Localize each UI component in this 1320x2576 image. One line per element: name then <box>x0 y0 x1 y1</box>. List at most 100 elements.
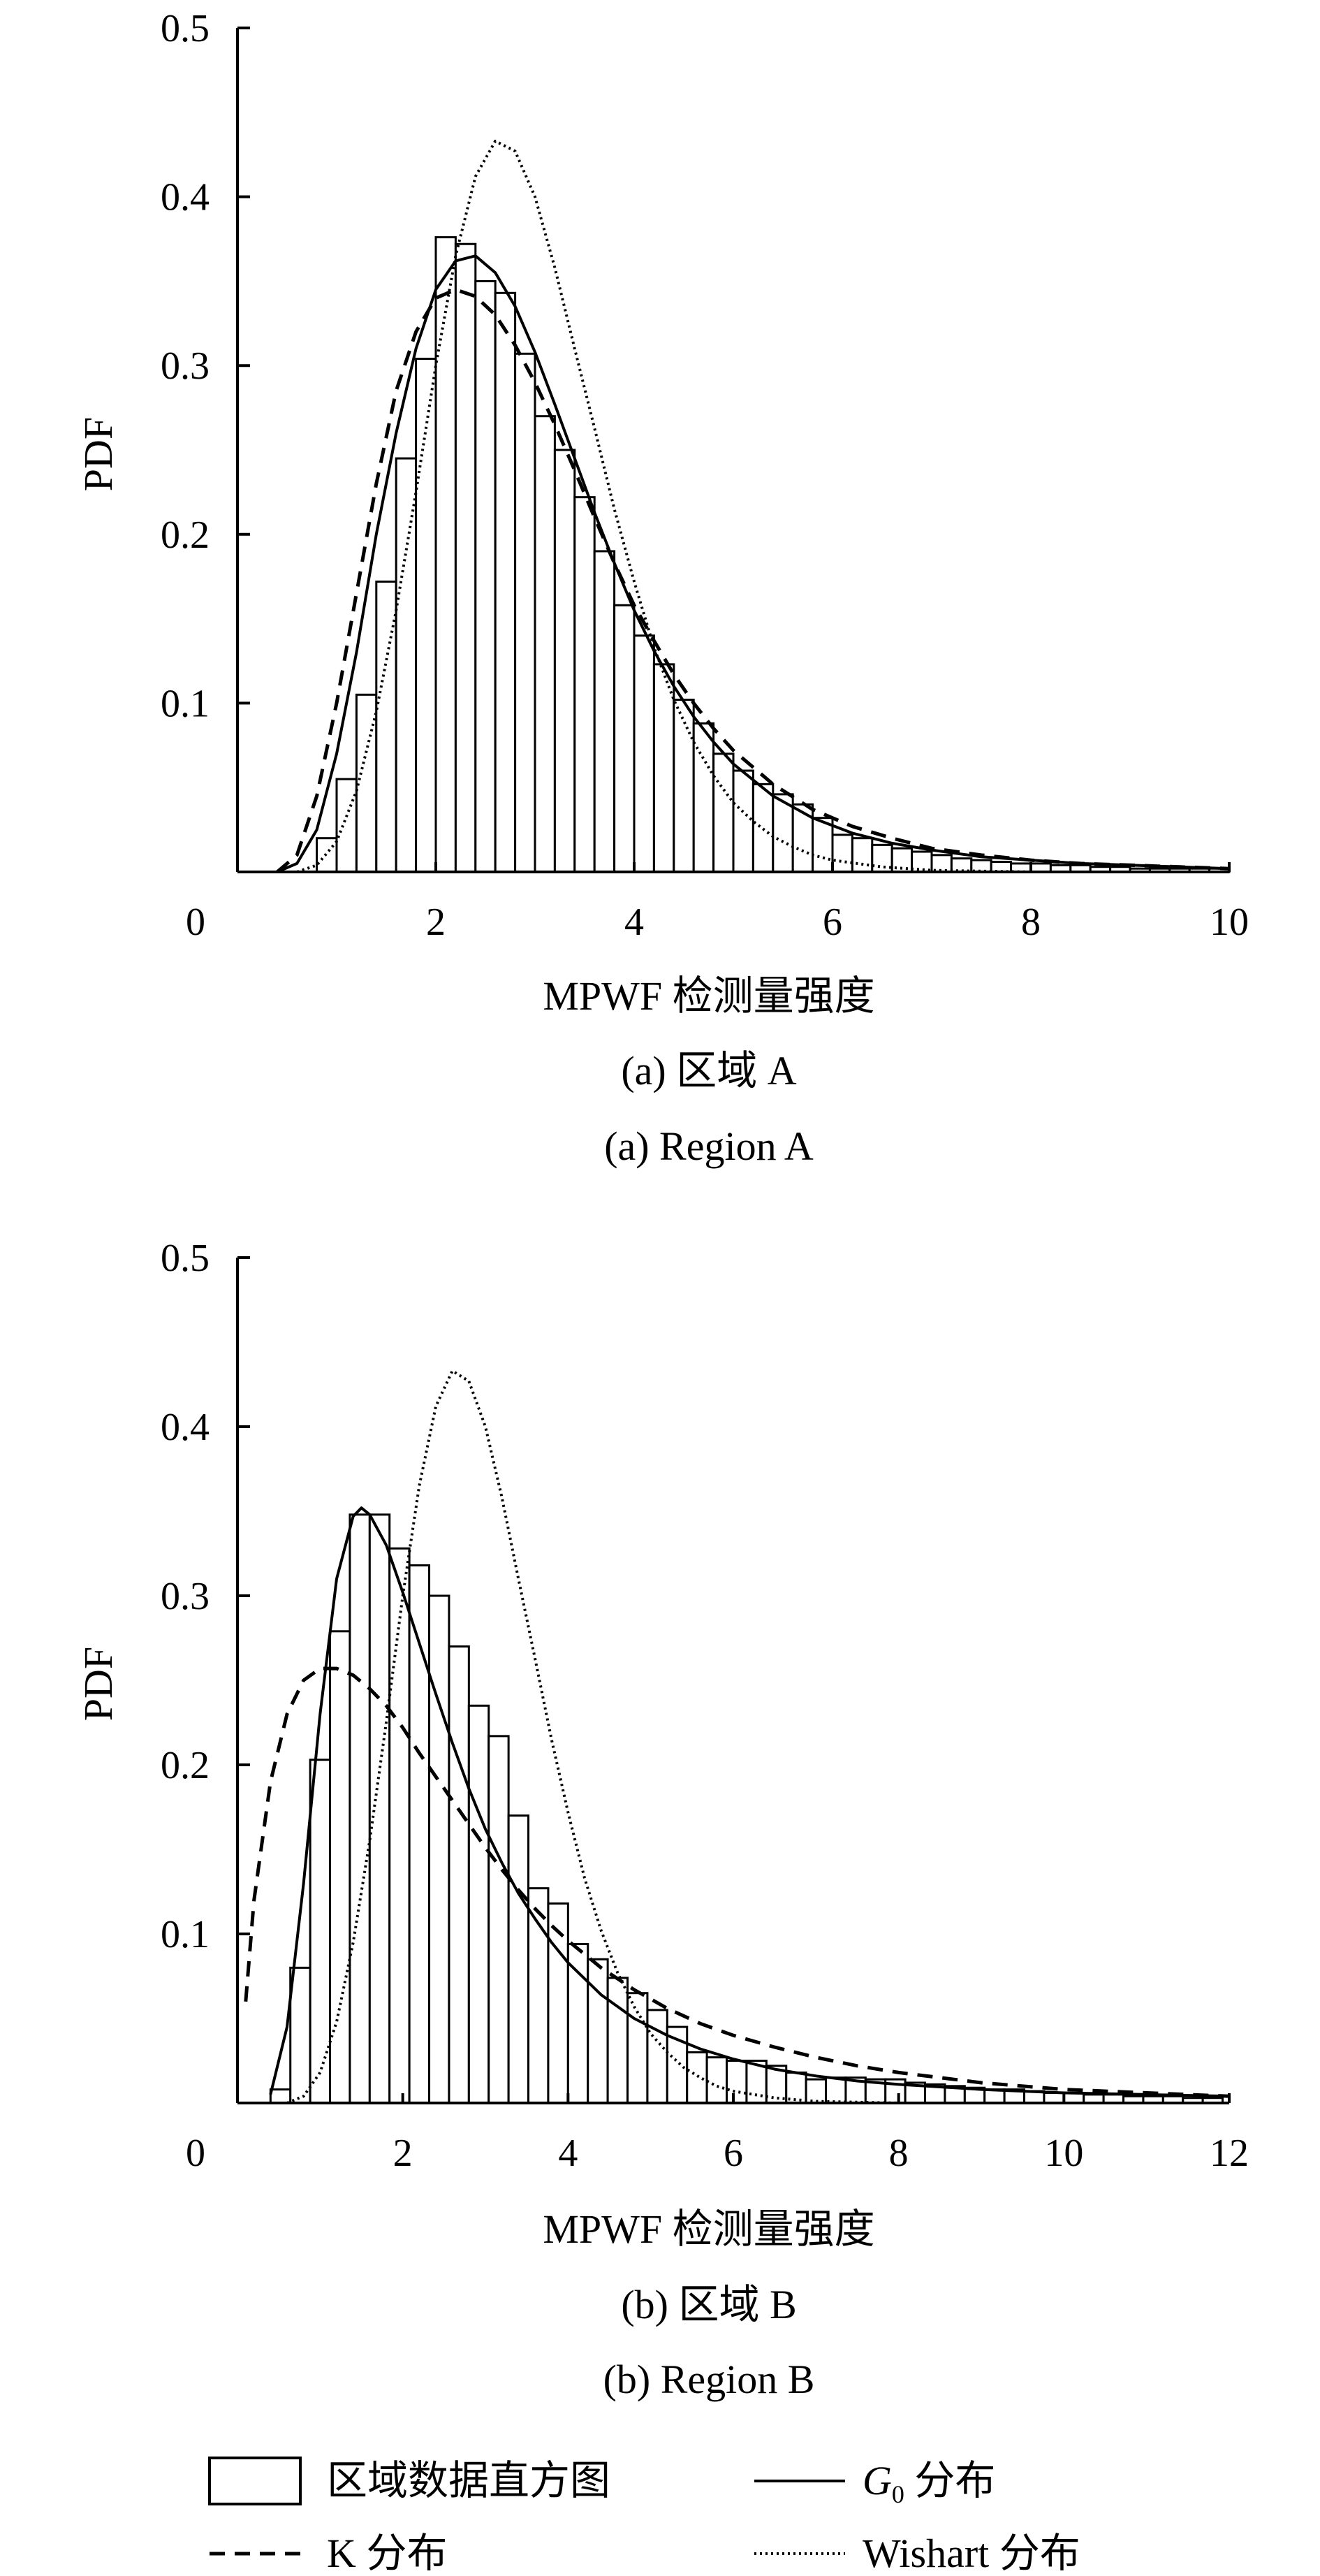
histogram-bar <box>712 752 735 873</box>
histogram-bar <box>547 1902 569 2104</box>
x-tick-label: 10 <box>1210 901 1249 944</box>
y-axis-title-a: PDF <box>75 417 121 491</box>
histogram-bar <box>751 783 775 873</box>
y-tick-label: 0.1 <box>161 1913 210 1956</box>
histogram-bar <box>474 279 497 873</box>
histogram-bar <box>871 843 893 873</box>
histogram-bar <box>726 2060 748 2104</box>
x-tick-label: 10 <box>1044 2132 1083 2175</box>
histogram-bar <box>329 1630 351 2104</box>
x-axis-title-a: MPWF 检测量强度 <box>543 973 874 1019</box>
y-ticks-a: 0.1 0.2 0.3 0.4 0.5 <box>161 7 250 725</box>
histogram-bar <box>673 699 695 873</box>
histogram-bar <box>428 1594 450 2104</box>
curves-b <box>244 1369 1230 2104</box>
histogram-bar <box>269 2088 292 2104</box>
y-tick-label: 0.2 <box>161 1744 210 1787</box>
histogram-bars-b <box>269 1513 1224 2104</box>
histogram-bar <box>812 817 834 873</box>
caption-cn-a: (a) 区域 A <box>621 1048 796 1093</box>
x-tick-label: 0 <box>186 901 205 944</box>
histogram-bar <box>375 580 397 873</box>
histogram-bar <box>831 834 853 873</box>
x-ticks-b: 0 2 4 6 8 10 12 <box>186 2093 1249 2175</box>
g0-curve <box>269 1506 1230 2098</box>
histogram-bar <box>587 1958 609 2104</box>
x-tick-label: 6 <box>823 901 842 944</box>
histogram-bar <box>593 550 616 873</box>
histogram-bar <box>355 693 378 873</box>
y-axis-title-b: PDF <box>75 1647 121 1721</box>
histogram-bar <box>395 457 418 873</box>
caption-en-b: (b) Region B <box>603 2357 815 2402</box>
y-tick-label: 0.3 <box>161 344 210 388</box>
histogram-bar <box>487 1735 510 2104</box>
k-curve <box>244 1666 1230 2098</box>
histogram-bar <box>732 769 754 873</box>
histogram-bar <box>388 1547 411 2104</box>
x-tick-label: 12 <box>1210 2132 1249 2175</box>
histogram-bar <box>448 1645 470 2104</box>
x-tick-label: 2 <box>393 2132 413 2175</box>
histogram-bar <box>368 1513 391 2104</box>
x-ticks-a: 0 2 4 6 8 10 <box>186 862 1249 944</box>
histogram-bar <box>335 778 358 873</box>
curves-a <box>276 139 1230 873</box>
legend-swatch-histogram <box>208 2457 302 2505</box>
legend-label-wishart: Wishart 分布 <box>863 2531 1080 2576</box>
y-tick-label: 0.3 <box>161 1575 210 1618</box>
histogram-bar <box>573 496 596 873</box>
legend: 区域数据直方图 G0 分布 K 分布 Wishart 分布 <box>208 2457 1080 2576</box>
histogram-bar <box>553 449 576 873</box>
x-tick-label: 8 <box>1021 901 1041 944</box>
caption-cn-b: (b) 区域 B <box>621 2282 796 2327</box>
histogram-bar <box>507 1814 530 2104</box>
subplot-a: 0.1 0.2 0.3 0.4 0.5 0 2 4 6 8 10 MPWF 检测量强度 PDF (… <box>75 7 1249 1169</box>
histogram-bar <box>692 722 715 873</box>
histogram-bar <box>309 1759 332 2104</box>
histogram-bar <box>606 1977 629 2104</box>
y-tick-label: 0.5 <box>161 7 210 50</box>
histogram-bar <box>467 1704 490 2104</box>
x-axis-title-b: MPWF 检测量强度 <box>543 2206 874 2252</box>
histogram-bar <box>851 837 874 873</box>
histogram-bar <box>454 242 477 873</box>
histogram-bar <box>349 1513 371 2104</box>
histogram-bar <box>613 604 636 873</box>
histogram-bar <box>646 2009 668 2104</box>
histogram-bar <box>652 663 675 873</box>
legend-label-k: K 分布 <box>327 2531 447 2576</box>
legend-label-g0: G0 分布 <box>863 2458 995 2508</box>
histogram-bar <box>415 358 437 873</box>
histogram-bar <box>705 2056 728 2104</box>
histogram-bars-a <box>316 236 1231 873</box>
x-tick-label: 4 <box>624 901 644 944</box>
histogram-bar <box>566 1943 589 2104</box>
y-ticks-b: 0.1 0.2 0.3 0.4 0.5 <box>161 1237 250 1956</box>
y-tick-label: 0.5 <box>161 1237 210 1280</box>
histogram-bar <box>626 1992 649 2104</box>
x-tick-label: 2 <box>426 901 446 944</box>
subplot-b: 0.1 0.2 0.3 0.4 0.5 0 2 4 6 8 10 12 MPWF 检测量强度 PDF… <box>75 1237 1249 2402</box>
x-tick-label: 6 <box>724 2132 743 2175</box>
y-tick-label: 0.4 <box>161 1406 210 1449</box>
y-tick-label: 0.1 <box>161 682 210 725</box>
x-tick-label: 0 <box>186 2132 205 2175</box>
histogram-bar <box>527 1887 550 2104</box>
histogram-bar <box>534 415 556 873</box>
k-curve <box>276 288 1230 873</box>
histogram-bar <box>805 2078 828 2104</box>
x-tick-label: 8 <box>889 2132 909 2175</box>
histogram-bar <box>434 236 457 873</box>
histogram-bar <box>514 352 536 873</box>
y-tick-label: 0.2 <box>161 514 210 557</box>
wishart-curve <box>296 139 1032 873</box>
histogram-bar <box>1043 2091 1065 2104</box>
histogram-bar <box>494 291 517 873</box>
histogram-bar <box>825 2076 847 2104</box>
y-tick-label: 0.4 <box>161 176 210 219</box>
histogram-bar <box>633 634 655 873</box>
histogram-bar <box>289 1966 311 2104</box>
legend-label-histogram: 区域数据直方图 <box>327 2458 610 2503</box>
